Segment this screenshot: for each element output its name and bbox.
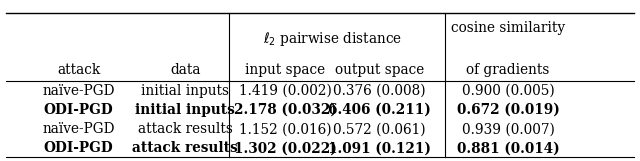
- Text: attack results: attack results: [138, 122, 232, 136]
- Text: 0.939 (0.007): 0.939 (0.007): [461, 122, 555, 136]
- Text: initial inputs: initial inputs: [135, 103, 235, 117]
- Text: attack: attack: [57, 63, 100, 77]
- Text: ODI-PGD: ODI-PGD: [44, 141, 113, 155]
- Text: input space: input space: [246, 63, 326, 77]
- Text: 1.419 (0.002): 1.419 (0.002): [239, 84, 332, 98]
- Text: naïve-PGD: naïve-PGD: [42, 122, 115, 136]
- Text: 6.406 (0.211): 6.406 (0.211): [328, 103, 431, 117]
- Text: 0.572 (0.061): 0.572 (0.061): [333, 122, 426, 136]
- Text: naïve-PGD: naïve-PGD: [42, 84, 115, 98]
- Text: 0.672 (0.019): 0.672 (0.019): [457, 103, 559, 117]
- Text: ODI-PGD: ODI-PGD: [44, 103, 113, 117]
- Text: initial inputs: initial inputs: [141, 84, 229, 98]
- Text: 1.152 (0.016): 1.152 (0.016): [239, 122, 332, 136]
- Text: 0.900 (0.005): 0.900 (0.005): [462, 84, 554, 98]
- Text: 1.091 (0.121): 1.091 (0.121): [328, 141, 431, 155]
- Text: attack results: attack results: [132, 141, 238, 155]
- Text: 1.302 (0.022): 1.302 (0.022): [234, 141, 337, 155]
- Text: 2.178 (0.032): 2.178 (0.032): [234, 103, 337, 117]
- Text: output space: output space: [335, 63, 424, 77]
- Text: data: data: [170, 63, 200, 77]
- Text: $\ell_2$ pairwise distance: $\ell_2$ pairwise distance: [263, 30, 402, 48]
- Text: 0.376 (0.008): 0.376 (0.008): [333, 84, 426, 98]
- Text: 0.881 (0.014): 0.881 (0.014): [457, 141, 559, 155]
- Text: of gradients: of gradients: [467, 63, 550, 77]
- Text: cosine similarity: cosine similarity: [451, 21, 565, 35]
